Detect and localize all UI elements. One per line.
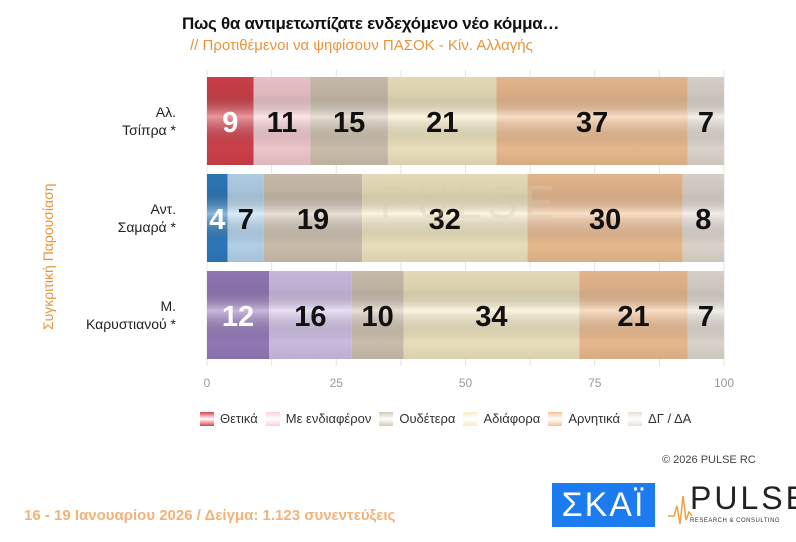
watermark: PULSE: [380, 176, 561, 228]
legend-swatch: [548, 411, 563, 426]
data-label: 9: [222, 107, 238, 139]
pulse-logo: PULSERESEARCH & CONSULTING: [668, 480, 796, 528]
legend-label: ΔΓ / ΔΑ: [648, 411, 692, 426]
x-tick-label: 100: [714, 376, 734, 390]
chart-title: Πως θα αντιμετωπίζατε ενδεχόμενο νέο κόμ…: [182, 14, 560, 33]
x-tick-label: 75: [588, 376, 602, 390]
data-label: 12: [222, 301, 254, 333]
legend-item: Αδιάφορα: [463, 411, 540, 426]
legend-item: Θετικά: [200, 411, 258, 426]
legend-label: Με ενδιαφέρον: [285, 411, 372, 426]
data-label: 15: [333, 107, 365, 139]
data-label: 21: [617, 301, 649, 333]
chart-subtitle: // Προτιθέμενοι να ψηφίσουν ΠΑΣΟΚ - Κίν.…: [190, 37, 533, 54]
data-label: 16: [294, 301, 326, 333]
copyright: © 2026 PULSE RC: [662, 454, 756, 466]
legend-item: Ουδέτερα: [379, 411, 455, 426]
legend-item: Με ενδιαφέρον: [265, 411, 372, 426]
x-tick-label: 50: [459, 376, 473, 390]
legend-item: ΔΓ / ΔΑ: [628, 411, 691, 426]
data-label: 8: [695, 204, 711, 236]
data-label: 37: [576, 107, 608, 139]
category-label: Μ. Καρυστιανού *: [85, 298, 176, 332]
legend-label: Ουδέτερα: [399, 411, 456, 426]
legend-swatch: [265, 411, 280, 426]
data-label: 10: [361, 301, 393, 333]
x-tick-label: 25: [330, 376, 344, 390]
category-label: Αντ. Σαμαρά *: [117, 201, 176, 235]
data-label: 4: [209, 204, 225, 236]
legend-swatch: [628, 411, 643, 426]
legend-swatch: [379, 411, 394, 426]
skai-logo: ΣΚΑΪ: [552, 483, 655, 527]
legend-label: Θετικά: [220, 411, 258, 426]
data-label: 21: [426, 107, 458, 139]
data-label: 32: [429, 204, 461, 236]
data-label: 34: [475, 301, 507, 333]
data-label: 30: [589, 204, 621, 236]
legend-item: Αρνητικά: [548, 411, 620, 426]
x-tick-label: 0: [204, 376, 211, 390]
legend-swatch: [200, 411, 214, 426]
data-label: 7: [238, 204, 254, 236]
data-label: 11: [267, 107, 298, 139]
legend: Θετικά Με ενδιαφέρον Ουδέτερα Αδιάφορα Αρνητ…: [200, 411, 691, 426]
legend-swatch: [463, 411, 478, 426]
category-label: Αλ. Τσίπρα *: [122, 104, 176, 138]
footer-note: 16 - 19 Ιανουαρίου 2026 / Δείγμα: 1.123 …: [24, 507, 396, 524]
legend-label: Αρνητικά: [568, 411, 621, 426]
data-label: 19: [297, 204, 329, 236]
data-label: 7: [698, 301, 714, 333]
legend-label: Αδιάφορα: [483, 411, 541, 426]
data-label: 7: [698, 107, 714, 139]
